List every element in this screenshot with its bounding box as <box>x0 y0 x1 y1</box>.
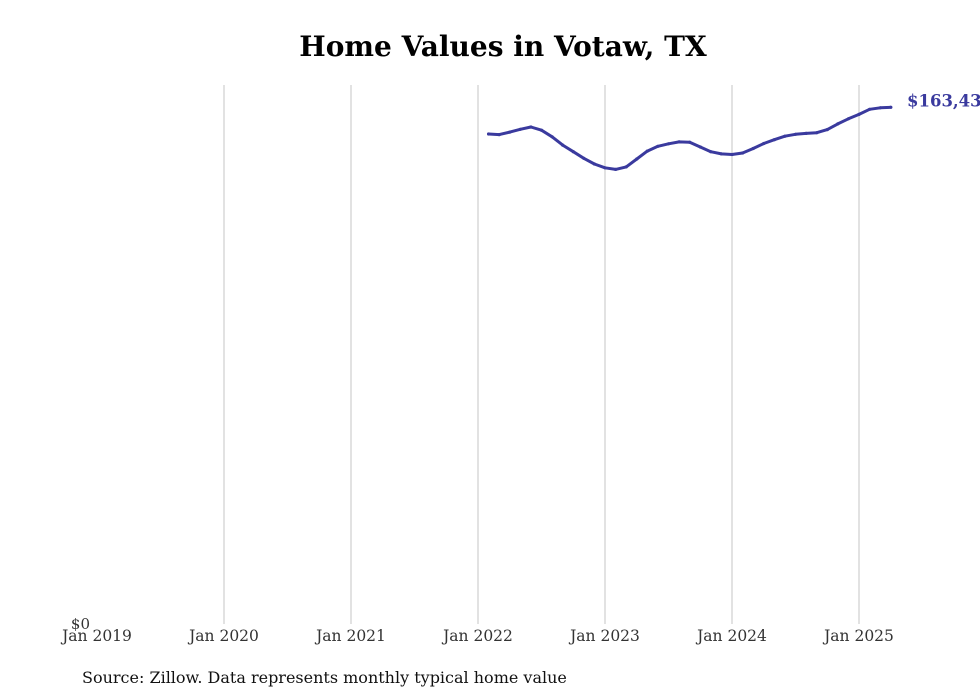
source-note: Source: Zillow. Data represents monthly … <box>82 668 567 687</box>
data-point <box>772 138 776 142</box>
data-point <box>603 166 607 170</box>
data-point <box>614 167 618 171</box>
series-line-0 <box>487 105 893 171</box>
x-tick-label: Jan 2023 <box>568 627 640 645</box>
data-point <box>698 145 702 149</box>
end-value-labels: $163,434 <box>907 91 980 110</box>
x-axis-tick-labels: Jan 2019 Jan 2020 Jan 2021 Jan 2022 Jan 2023… <box>60 627 894 645</box>
end-value-label: $163,434 <box>907 91 980 110</box>
data-point <box>550 135 554 139</box>
data-point <box>624 165 628 169</box>
data-point <box>741 151 745 155</box>
data-point <box>783 134 787 138</box>
data-point <box>751 146 755 151</box>
data-point <box>529 125 533 129</box>
data-point <box>635 157 639 161</box>
y-tick-label: $0 <box>71 615 90 633</box>
gridlines <box>223 85 860 624</box>
data-point <box>793 132 798 136</box>
x-tick-label: Jan 2024 <box>695 627 767 645</box>
y-axis-tick-labels: $0 <box>71 615 90 633</box>
data-point <box>846 117 851 121</box>
data-point <box>868 107 872 111</box>
chart-title: Home Values in Votaw, TX <box>299 30 707 63</box>
data-point <box>497 133 501 137</box>
data-point <box>719 152 724 156</box>
data-point <box>836 122 840 126</box>
data-point <box>730 152 734 157</box>
data-point <box>645 149 649 153</box>
data-point <box>539 128 544 132</box>
data-point <box>518 127 522 131</box>
x-tick-label: Jan 2020 <box>187 627 259 645</box>
data-point <box>487 132 491 136</box>
data-point <box>709 150 713 154</box>
data-point <box>592 162 597 166</box>
data-point <box>857 112 861 116</box>
data-point <box>815 131 819 135</box>
data-point <box>656 144 660 148</box>
data-point <box>666 142 671 146</box>
x-tick-label: Jan 2022 <box>441 627 513 645</box>
data-point <box>762 141 766 146</box>
data-point <box>677 140 681 144</box>
data-point <box>878 106 882 110</box>
x-tick-label: Jan 2021 <box>314 627 386 645</box>
data-point <box>889 105 893 109</box>
data-point <box>508 130 512 134</box>
x-tick-label: Jan 2019 <box>60 627 132 645</box>
data-point <box>571 150 575 154</box>
data-point <box>582 156 586 160</box>
data-point <box>561 143 565 147</box>
data-point <box>804 131 808 135</box>
series-layer <box>487 105 893 171</box>
data-point <box>688 140 692 144</box>
x-tick-label: Jan 2025 <box>822 627 894 645</box>
data-point <box>825 128 829 132</box>
